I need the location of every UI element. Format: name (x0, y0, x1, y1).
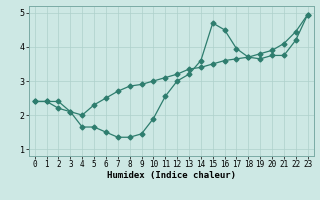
X-axis label: Humidex (Indice chaleur): Humidex (Indice chaleur) (107, 171, 236, 180)
